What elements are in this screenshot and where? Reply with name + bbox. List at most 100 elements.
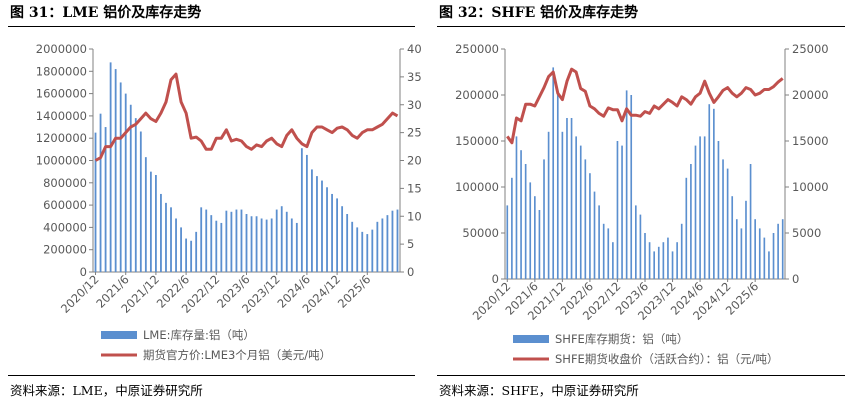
figure-32-title: 图 32：SHFE 铝价及库存走势	[439, 5, 639, 21]
left-tick-label: 250000	[455, 42, 499, 56]
left-tick-label: 800000	[43, 176, 87, 190]
inventory-bar	[534, 196, 536, 279]
inventory-bar	[731, 196, 734, 279]
inventory-bar	[570, 118, 573, 279]
inventory-bar	[381, 218, 384, 272]
price-line	[506, 67, 784, 145]
inventory-bar	[175, 218, 177, 272]
inventory-bar	[511, 177, 513, 279]
inventory-bar	[644, 233, 646, 279]
inventory-bar	[740, 228, 743, 279]
inventory-bar	[230, 211, 233, 272]
right-tick-label: 5000	[792, 226, 821, 240]
left-tick-label: 150000	[455, 134, 499, 148]
inventory-bar	[119, 82, 122, 272]
inventory-bar	[99, 113, 102, 272]
inventory-bar	[336, 198, 338, 272]
inventory-bar	[366, 234, 369, 272]
price-line	[94, 72, 399, 162]
left-tick-label: 0	[492, 272, 499, 286]
inventory-bar	[630, 95, 633, 279]
left-tick-label: 50000	[462, 226, 499, 240]
inventory-bar	[639, 214, 642, 279]
inventory-bar	[170, 207, 172, 272]
inventory-bar	[94, 132, 97, 272]
inventory-bar	[726, 168, 729, 279]
inventory-bar	[305, 154, 308, 272]
figure-31-panel: 图 31：LME 铝价及库存走势 0 200000 400000 600000 8000…	[0, 0, 423, 401]
inventory-bar	[722, 159, 724, 279]
inventory-bar	[717, 141, 720, 279]
inventory-bar	[124, 93, 127, 272]
inventory-bar	[326, 187, 328, 272]
inventory-bar	[109, 62, 112, 272]
inventory-bar	[685, 177, 688, 279]
right-tick-label: 0	[407, 265, 414, 279]
inventory-bar	[566, 118, 568, 279]
inventory-bar	[240, 209, 243, 272]
inventory-bar	[200, 207, 203, 272]
left-tick-label: 1200000	[36, 131, 87, 145]
inventory-bar	[745, 200, 747, 279]
inventory-bar	[114, 69, 117, 272]
inventory-bar	[165, 202, 167, 272]
inventory-bar	[275, 209, 278, 272]
inventory-bar	[713, 108, 715, 279]
inventory-bar	[515, 136, 518, 279]
right-tick-label: 25000	[792, 42, 829, 56]
inventory-bar	[341, 206, 344, 272]
inventory-bar	[134, 118, 137, 272]
inventory-bar	[579, 145, 582, 279]
inventory-bar	[396, 209, 399, 272]
right-tick-label: 5	[407, 237, 414, 251]
inventory-bar	[351, 221, 354, 272]
inventory-bar	[144, 157, 147, 272]
right-tick-label: 10	[407, 209, 422, 223]
inventory-bar	[235, 209, 238, 272]
inventory-bar	[749, 164, 752, 279]
figure-31-top-rule	[8, 26, 415, 27]
inventory-bar	[694, 145, 697, 279]
inventory-bar	[160, 193, 162, 272]
inventory-bar	[376, 221, 379, 272]
inventory-bar	[772, 233, 775, 279]
inventory-bar	[149, 171, 152, 272]
legend-bar-label: SHFE库存期货：铝（吨）	[555, 332, 688, 346]
inventory-bar	[575, 136, 577, 279]
inventory-bar	[316, 176, 318, 272]
inventory-bar	[708, 104, 711, 279]
right-tick-label: 20	[407, 154, 422, 168]
left-tick-label: 1600000	[36, 87, 87, 101]
inventory-bar	[391, 210, 394, 272]
left-tick-label: 400000	[43, 220, 87, 234]
inventory-bar	[602, 223, 605, 279]
right-tick-label: 40	[407, 42, 422, 56]
inventory-bar	[300, 148, 303, 272]
inventory-bar	[667, 237, 669, 279]
inventory-bar	[671, 251, 674, 279]
inventory-bar	[653, 251, 656, 279]
inventory-bar	[506, 205, 509, 279]
inventory-bar	[690, 164, 692, 279]
inventory-bar	[754, 219, 756, 279]
figure-32-chart: 0 50000 100000 150000 200000 250000 0 5000 10000…	[455, 42, 829, 366]
inventory-bar	[280, 206, 283, 272]
inventory-bar	[331, 193, 333, 272]
inventory-bar	[321, 180, 323, 272]
inventory-bar	[584, 159, 587, 279]
right-tick-label: 15000	[792, 134, 829, 148]
figure-31-title: 图 31：LME 铝价及库存走势	[10, 5, 202, 21]
left-tick-label: 0	[80, 265, 87, 279]
figure-32-top-rule	[437, 26, 845, 27]
inventory-bar	[356, 227, 359, 272]
inventory-bar	[529, 182, 532, 279]
left-tick-label: 200000	[43, 243, 87, 257]
inventory-bar	[215, 220, 218, 272]
inventory-bar	[680, 223, 683, 279]
right-tick-label: 10000	[792, 180, 829, 194]
left-tick-label: 600000	[43, 198, 87, 212]
left-tick-label: 1000000	[36, 154, 87, 168]
x-tick-label: 2025/6	[335, 272, 374, 311]
legend-bar-swatch	[513, 335, 549, 343]
inventory-bar	[768, 251, 770, 279]
